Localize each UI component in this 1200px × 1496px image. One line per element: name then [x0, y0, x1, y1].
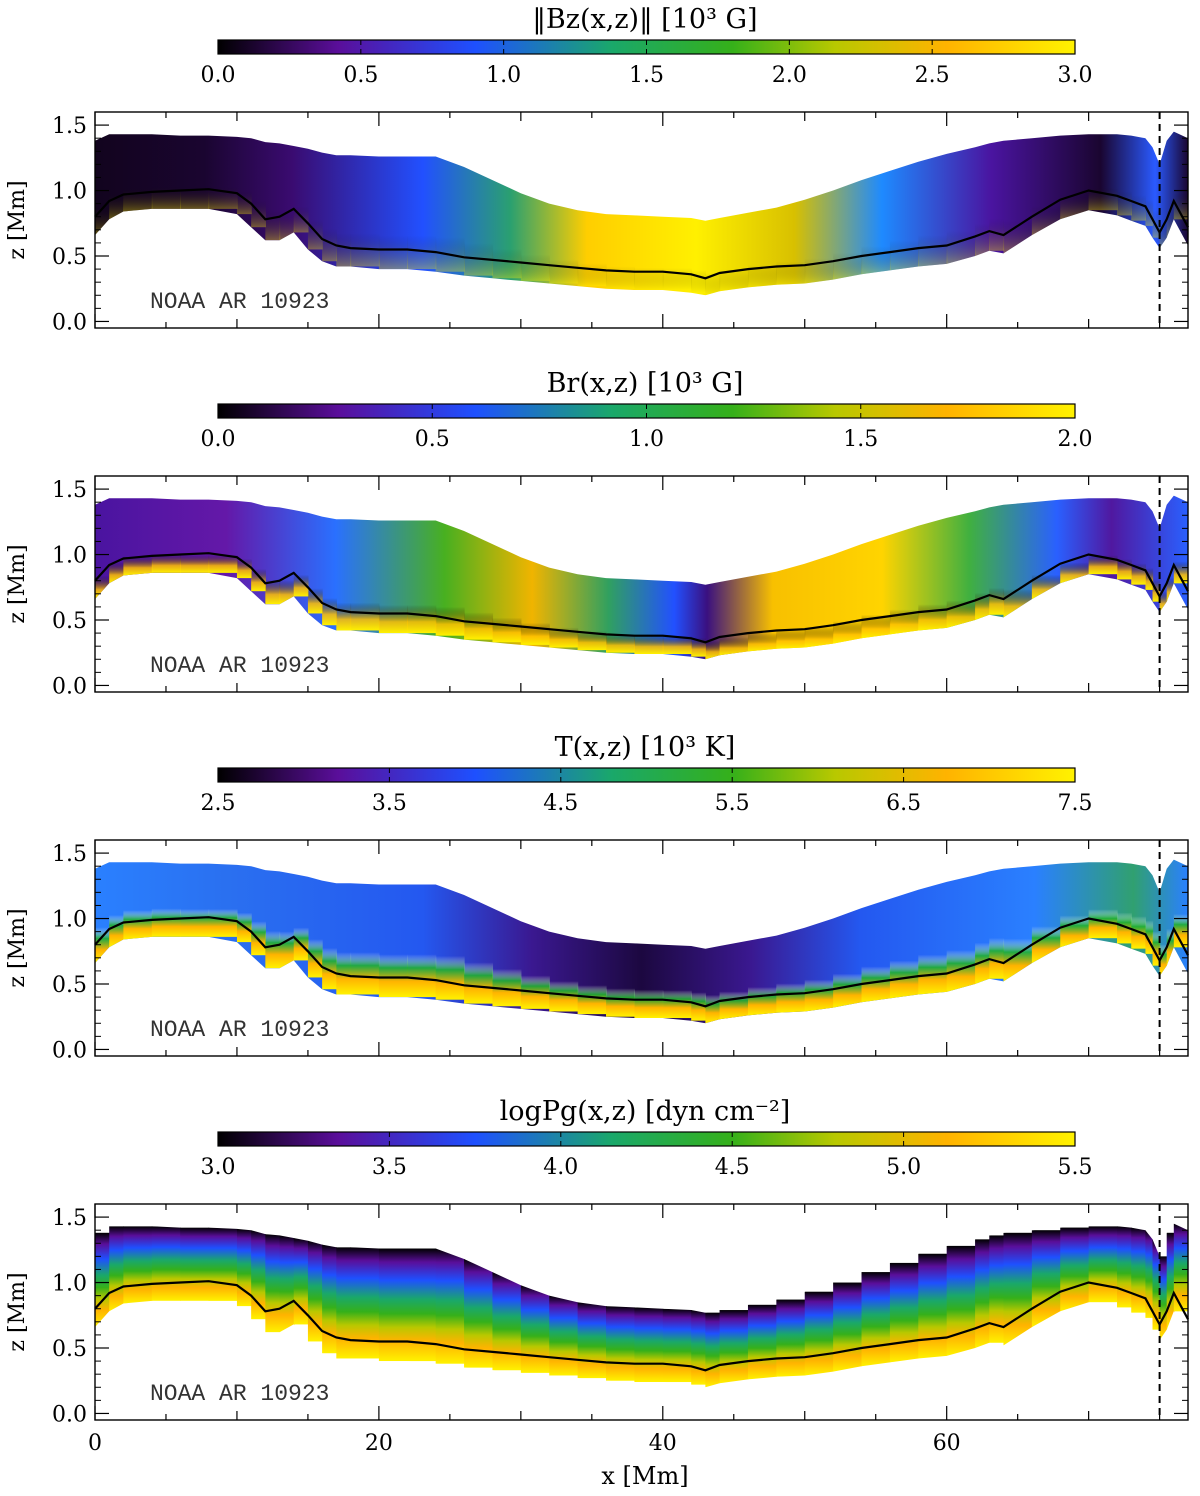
colorbar-tick-label: 2.5 [915, 63, 950, 88]
y-axis-label: z [Mm] [5, 544, 30, 623]
colorbar [217, 767, 1076, 783]
heatmap-shading [95, 859, 1188, 1024]
x-tick-label: 40 [649, 1431, 677, 1456]
y-tick-label: 1.5 [52, 842, 87, 867]
plot-frame [94, 839, 1189, 1057]
y-tick-label: 1.5 [52, 114, 87, 139]
colorbar-tick-label: 5.5 [715, 791, 750, 816]
y-tick-label: 0.5 [52, 609, 87, 634]
y-tick-label: 1.5 [52, 478, 87, 503]
tau-unity-line [94, 188, 1189, 280]
y-tick-label: 1.0 [52, 908, 87, 933]
panel-bz: ‖Bz(x,z)‖ [10³ G] 0.0 0.5 1.0 1.5 2.0 2.5 3.0 0… [5, 4, 1189, 335]
colorbar-tick-label: 3.5 [372, 1155, 407, 1180]
colorbar-tick-label: 4.5 [543, 791, 578, 816]
colorbar-tick-label: 1.5 [843, 427, 878, 452]
colorbar-title: ‖Bz(x,z)‖ [10³ G] [532, 4, 757, 35]
colorbar-tick-label: 1.0 [629, 427, 664, 452]
x-axis-label: x [Mm] [601, 1462, 688, 1490]
panel-t: T(x,z) [10³ K] 2.5 3.5 4.5 5.5 6.5 7.5 0.0 0.5 1… [5, 732, 1189, 1063]
x-tick-label: 60 [933, 1431, 961, 1456]
y-tick-label: 1.0 [52, 544, 87, 569]
tau-unity-line [94, 1280, 1189, 1372]
plot-frame [94, 475, 1189, 693]
colorbar [217, 1131, 1076, 1147]
annotation-label: NOAA AR 10923 [150, 289, 329, 315]
y-tick-label: 1.0 [52, 1272, 87, 1297]
x-tick-label: 20 [365, 1431, 393, 1456]
colorbar-title: T(x,z) [10³ K] [555, 732, 736, 763]
tau-unity-line [94, 916, 1189, 1008]
y-tick-label: 0.0 [52, 1038, 87, 1063]
colorbar-tick-label: 0.0 [201, 427, 236, 452]
y-tick-label: 0.5 [52, 245, 87, 270]
colorbar-tick-label: 3.0 [201, 1155, 236, 1180]
colorbar-tick-label: 2.0 [1058, 427, 1093, 452]
colorbar-tick-label: 4.5 [715, 1155, 750, 1180]
y-axis-label: z [Mm] [5, 1272, 30, 1351]
colorbar-tick-label: 0.0 [201, 63, 236, 88]
colorbar-tick-label: 2.0 [772, 63, 807, 88]
colorbar-tick-label: 3.5 [372, 791, 407, 816]
colorbar-tick-label: 5.5 [1058, 1155, 1093, 1180]
colorbar-title: Br(x,z) [10³ G] [547, 368, 744, 399]
panel-br: Br(x,z) [10³ G] 0.0 0.5 1.0 1.5 2.0 0.0 0.5 1.0… [5, 368, 1189, 699]
annotation-label: NOAA AR 10923 [150, 653, 329, 679]
heatmap-shading [95, 131, 1188, 296]
colorbar-tick-label: 2.5 [201, 791, 236, 816]
y-tick-label: 0.0 [52, 1402, 87, 1427]
colorbar-tick-label: 3.0 [1058, 63, 1093, 88]
y-tick-label: 0.5 [52, 1337, 87, 1362]
colorbar-title: logPg(x,z) [dyn cm⁻²] [500, 1096, 791, 1127]
colorbar-tick-label: 7.5 [1058, 791, 1093, 816]
tau-unity-line [94, 552, 1189, 644]
y-axis-label: z [Mm] [5, 180, 30, 259]
y-tick-label: 0.0 [52, 674, 87, 699]
x-tick-label: 0 [88, 1431, 102, 1456]
colorbar-tick-label: 1.5 [629, 63, 664, 88]
y-axis-label: z [Mm] [5, 908, 30, 987]
colorbar-tick-label: 1.0 [486, 63, 521, 88]
y-tick-label: 1.0 [52, 180, 87, 205]
colorbar-tick-label: 4.0 [543, 1155, 578, 1180]
colorbar-tick-label: 6.5 [886, 791, 921, 816]
y-tick-label: 0.0 [52, 310, 87, 335]
annotation-label: NOAA AR 10923 [150, 1017, 329, 1043]
plot-frame [94, 111, 1189, 329]
plot-frame [94, 1203, 1189, 1421]
y-tick-label: 0.5 [52, 973, 87, 998]
y-tick-label: 1.5 [52, 1206, 87, 1231]
annotation-label: NOAA AR 10923 [150, 1381, 329, 1407]
colorbar-tick-label: 0.5 [415, 427, 450, 452]
colorbar-tick-label: 0.5 [343, 63, 378, 88]
panel-pg: logPg(x,z) [dyn cm⁻²] 3.0 3.5 4.0 4.5 5.0 5.5… [5, 1096, 1189, 1456]
colorbar-tick-label: 5.0 [886, 1155, 921, 1180]
